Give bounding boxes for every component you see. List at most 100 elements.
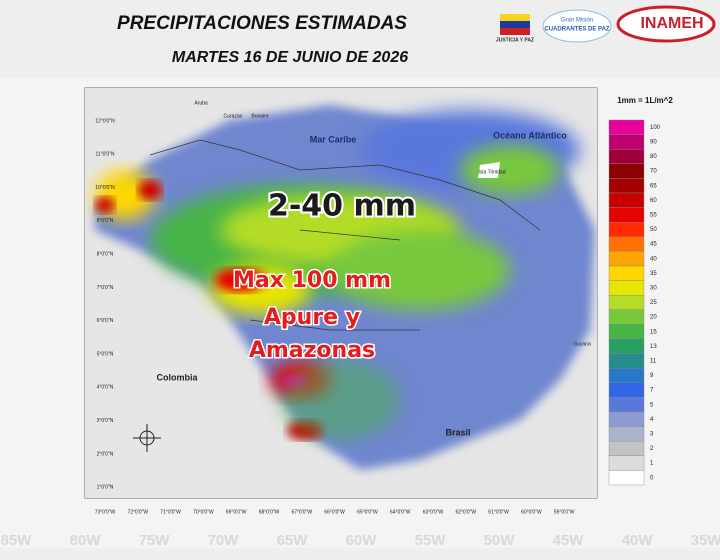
legend-swatch	[608, 134, 645, 150]
lon-label: 69°0'0"W	[226, 509, 247, 515]
lon-label: 64°0'0"W	[390, 509, 411, 515]
bg-lon-mark: 35W	[691, 532, 720, 549]
lat-label: 7°0'0"N	[97, 285, 114, 291]
legend-label: 15	[650, 329, 657, 335]
legend-swatch	[608, 295, 645, 311]
lat-label: 11°0'0"N	[95, 152, 114, 158]
legend-swatch	[608, 178, 645, 194]
lat-label: 5°0'0"N	[97, 351, 114, 357]
legend-label: 45	[650, 242, 657, 248]
range-label: 2-40 mm	[268, 189, 416, 224]
overlay: 2-40 mm Max 100 mm Apure y Amazonas	[231, 187, 418, 365]
legend-label: 9	[650, 373, 654, 379]
legend-swatch	[608, 455, 645, 471]
legend-swatch	[608, 382, 645, 398]
lon-label: 70°0'0"W	[193, 509, 214, 515]
legend-label: 40	[650, 256, 657, 262]
legend-label: 30	[650, 285, 657, 291]
legend-label: 90	[650, 139, 657, 145]
legend-swatch	[608, 221, 645, 237]
lon-label: 63°0'0"W	[423, 509, 444, 515]
logos: JUSTICIA Y PAZ Gran Misión CUADRANTES DE…	[496, 5, 716, 43]
lon-label: 68°0'0"W	[259, 509, 280, 515]
legend-swatch	[608, 411, 645, 427]
legend-label: 13	[650, 344, 657, 350]
place: Aruba	[194, 100, 208, 106]
lon-label: 61°0'0"W	[488, 509, 509, 515]
legend-swatch	[608, 163, 645, 179]
bg-lon-mark: 55W	[415, 532, 447, 549]
legend-swatch	[608, 309, 645, 325]
legend-swatch	[608, 265, 645, 281]
legend-label: 0	[650, 475, 654, 481]
place: Guyana	[573, 341, 591, 347]
place: Colombia	[156, 372, 198, 382]
bg-lon-mark: 45W	[553, 532, 585, 549]
bg-lon-mark: 60W	[346, 532, 378, 549]
place: Mar Caribe	[310, 134, 357, 144]
lat-label: 4°0'0"N	[97, 385, 114, 391]
place: Isla Trinidad	[479, 169, 506, 175]
place: Curazao	[224, 113, 243, 119]
legend-label: 4	[650, 417, 654, 423]
lon-labels: 73°0'0"W 72°0'0"W 71°0'0"W 70°0'0"W 69°0'0"W…	[95, 509, 575, 515]
logo-text: Gran Misión	[561, 18, 593, 24]
legend-swatch	[608, 207, 645, 223]
bg-lon-mark: 65W	[277, 532, 309, 549]
legend-label: 20	[650, 315, 657, 321]
legend-title: 1mm = 1L/m^2	[617, 96, 673, 105]
place: Océano Atlántico	[493, 130, 567, 140]
legend-label: 35	[650, 271, 657, 277]
bg-lon-mark: 70W	[208, 532, 240, 549]
legend-swatch	[608, 353, 645, 369]
region-label: Apure y	[264, 305, 360, 330]
lon-label: 59°0'0"W	[554, 509, 575, 515]
background-lon-marks: 85W 80W 75W 70W 65W 60W 55W 50W 45W 40W 35W	[1, 532, 720, 549]
legend-label: 80	[650, 154, 657, 160]
bg-lon-mark: 75W	[139, 532, 171, 549]
region-label: Amazonas	[249, 338, 375, 363]
lat-label: 12°0'0"N	[95, 118, 115, 124]
lon-label: 65°0'0"W	[357, 509, 378, 515]
legend-label: 50	[650, 227, 657, 233]
lat-label: 3°0'0"N	[97, 418, 114, 424]
legend-label: 11	[650, 358, 657, 364]
legend-label: 70	[650, 169, 657, 175]
legend-swatch	[608, 119, 645, 135]
bg-lon-mark: 50W	[484, 532, 516, 549]
legend-swatch	[608, 192, 645, 208]
bg-lon-mark: 85W	[1, 532, 33, 549]
places: Mar Caribe Océano Atlántico Colombia Bra…	[156, 100, 590, 437]
logo-text: CUADRANTES DE PAZ	[544, 27, 610, 33]
legend-swatch	[608, 148, 645, 164]
lon-label: 71°0'0"W	[160, 509, 181, 515]
lat-label: 9°0'0"N	[97, 218, 114, 224]
legend-swatch	[608, 324, 645, 340]
legend-swatch	[608, 236, 645, 252]
legend-label: 65	[650, 183, 657, 189]
legend-label: 3	[650, 431, 654, 437]
legend-label: 5	[650, 402, 654, 408]
legend-label: 25	[650, 300, 657, 306]
legend-swatch	[608, 251, 645, 267]
lat-label: 10°0'0"N	[95, 185, 115, 191]
place: Brasil	[445, 427, 470, 437]
title: PRECIPITACIONES ESTIMADAS	[117, 13, 407, 34]
lat-label: 8°0'0"N	[97, 252, 114, 258]
legend-label: 60	[650, 198, 657, 204]
lon-label: 72°0'0"W	[128, 509, 149, 515]
legend-label: 1	[650, 461, 654, 467]
date: MARTES 16 DE JUNIO DE 2026	[172, 49, 408, 66]
compass	[133, 424, 161, 452]
lat-label: 1°0'0"N	[97, 485, 114, 491]
legend-swatch	[608, 426, 645, 442]
lon-label: 66°0'0"W	[324, 509, 345, 515]
legend-label: 100	[650, 125, 661, 131]
bg-lon-mark: 80W	[70, 532, 102, 549]
logo-text: JUSTICIA Y PAZ	[496, 37, 534, 43]
lon-label: 73°0'0"W	[95, 509, 116, 515]
lon-label: 60°0'0"W	[521, 509, 542, 515]
lon-label: 62°0'0"W	[456, 509, 477, 515]
legend: 1009080706560555045403530252015131197543…	[608, 119, 661, 486]
